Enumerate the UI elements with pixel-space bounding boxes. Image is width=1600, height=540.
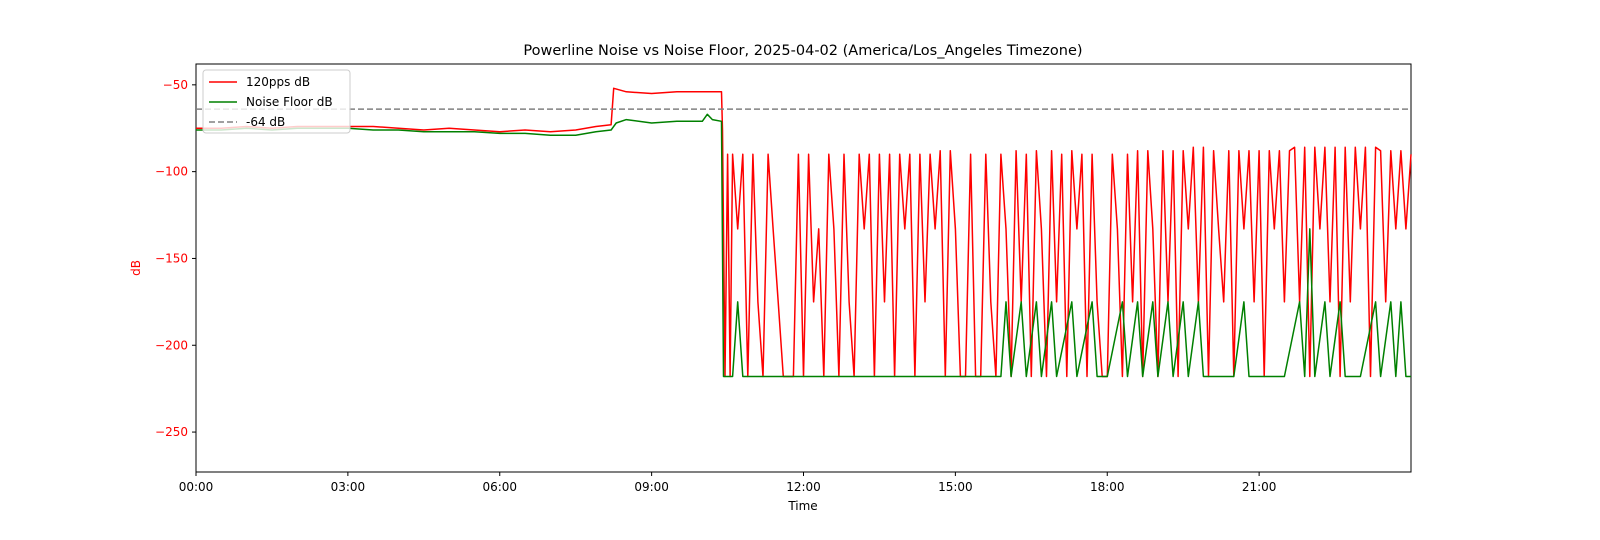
legend-frame [202, 69, 351, 134]
x-tick-label: 12:00 [786, 480, 821, 494]
y-tick-label: −150 [155, 251, 188, 265]
y-axis-label: dB [129, 260, 143, 276]
plot-frame [195, 63, 1412, 473]
x-tick-label: 21:00 [1242, 480, 1277, 494]
y-tick-label: −250 [155, 425, 188, 439]
legend-label: Noise Floor dB [246, 95, 333, 109]
series-layer [196, 87, 1412, 378]
legend-label: -64 dB [246, 115, 285, 129]
chart-title: Powerline Noise vs Noise Floor, 2025-04-… [523, 43, 1082, 59]
x-axis: 00:00 03:00 06:00 09:00 12:00 15:00 18:00 21:00 [179, 472, 1277, 494]
x-tick-label: 00:00 [179, 480, 214, 494]
y-tick-label: −200 [155, 338, 188, 352]
plot-area [195, 63, 1412, 473]
x-tick-label: 15:00 [938, 480, 973, 494]
x-tick-label: 06:00 [482, 480, 517, 494]
y-tick-label: −50 [163, 78, 188, 92]
series-line-1 [196, 113, 1411, 378]
x-axis-label: Time [787, 499, 817, 513]
legend: 120pps dB Noise Floor dB -64 dB [202, 69, 351, 134]
y-axis: −50 −100 −150 −200 −250 [155, 78, 196, 439]
series-line-0 [196, 87, 1412, 378]
x-tick-label: 09:00 [634, 480, 669, 494]
x-tick-label: 18:00 [1090, 480, 1125, 494]
x-tick-label: 03:00 [331, 480, 366, 494]
y-tick-label: −100 [155, 165, 188, 179]
legend-label: 120pps dB [246, 75, 310, 89]
